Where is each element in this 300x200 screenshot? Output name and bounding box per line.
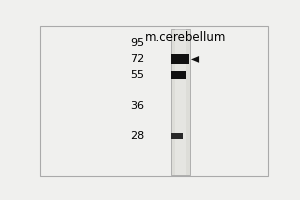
Bar [171, 29, 190, 175]
Bar [171, 133, 183, 139]
Bar [171, 54, 189, 64]
Text: 28: 28 [130, 131, 145, 141]
Polygon shape [191, 56, 199, 63]
Bar [171, 71, 186, 79]
Bar [175, 29, 186, 175]
Text: m.cerebellum: m.cerebellum [145, 31, 226, 44]
Text: 95: 95 [130, 38, 145, 48]
Text: 72: 72 [130, 54, 145, 64]
Text: 36: 36 [130, 101, 145, 111]
Text: 55: 55 [130, 70, 145, 80]
